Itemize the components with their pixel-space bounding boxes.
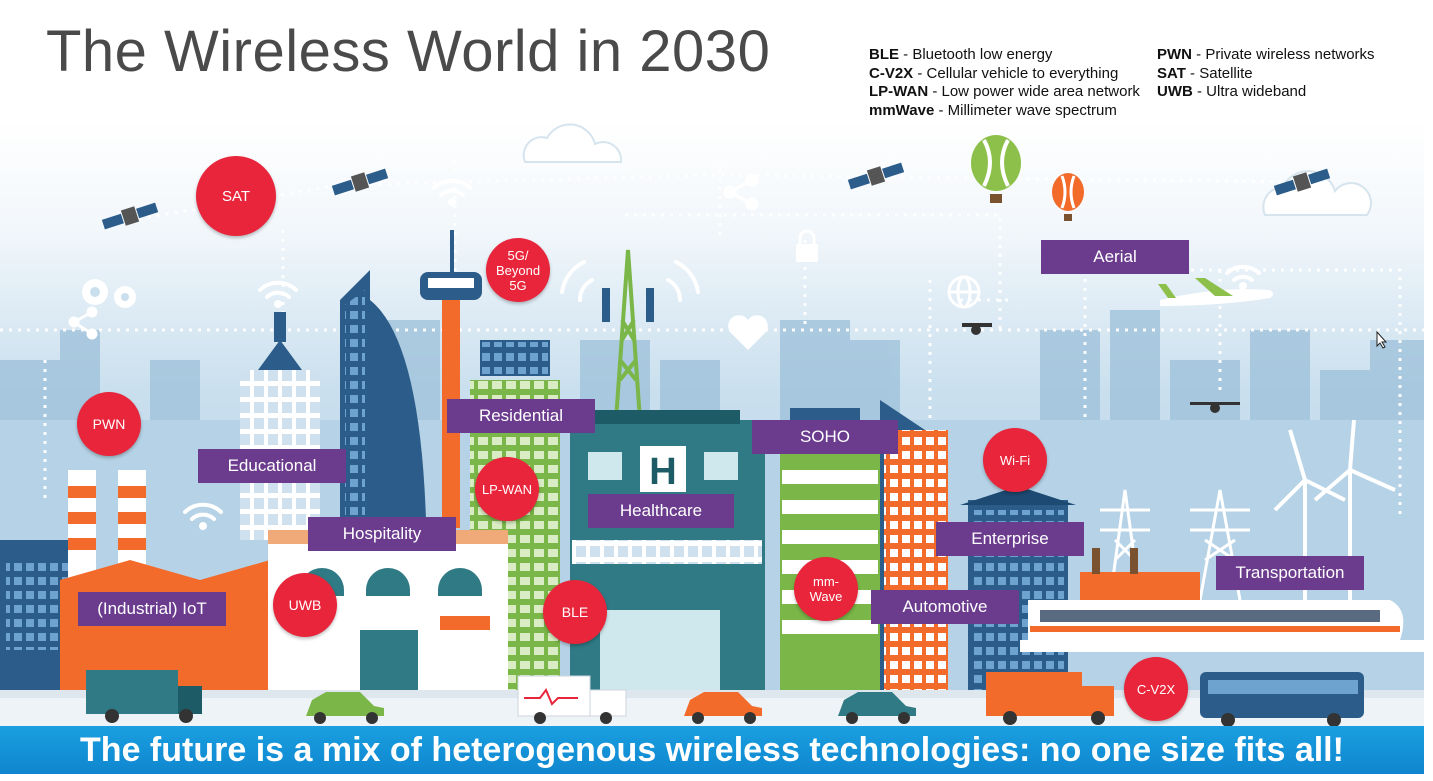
car-icon	[306, 692, 916, 724]
bubble-5g: 5G/Beyond 5G	[486, 238, 550, 302]
cell-tower-icon	[602, 249, 654, 421]
legend-item: PWN - Private wireless networks	[1157, 46, 1375, 63]
label-educational: Educational	[198, 449, 346, 483]
airplane-icon	[1158, 278, 1273, 306]
label-healthcare: Healthcare	[588, 494, 734, 528]
label-soho: SOHO	[752, 420, 898, 454]
legend-right: PWN - Private wireless networks SAT - Sa…	[1157, 46, 1375, 102]
train-icon	[1020, 548, 1424, 652]
bubble-sat: SAT	[196, 156, 276, 236]
legend-item: LP-WAN - Low power wide area network	[869, 83, 1140, 100]
share-icon	[68, 173, 759, 340]
satellite-icon	[101, 162, 1331, 230]
label-aerial: Aerial	[1041, 240, 1189, 274]
bubble-cv2x: C-V2X	[1124, 657, 1188, 721]
label-automotive: Automotive	[871, 590, 1019, 624]
bubble-mmwave: mm- Wave	[794, 557, 858, 621]
bus-icon	[1200, 672, 1364, 727]
heart-icon	[728, 315, 768, 350]
legend-item: SAT - Satellite	[1157, 64, 1253, 82]
page-title: The Wireless World in 2030	[46, 19, 771, 84]
drone-icon	[962, 323, 1240, 413]
truck-icon	[86, 670, 1114, 725]
label-enterprise: Enterprise	[936, 522, 1084, 556]
bubble-ble: BLE	[543, 580, 607, 644]
bubble-uwb: UWB	[273, 573, 337, 637]
cursor-icon	[1376, 331, 1388, 349]
hot-air-balloon-icon	[971, 135, 1084, 221]
bubble-wifi: Wi-Fi	[983, 428, 1047, 492]
bubble-pwn: PWN	[77, 392, 141, 456]
legend-item: UWB - Ultra wideband	[1157, 83, 1307, 100]
legend-item: C-V2X - Cellular vehicle to everything	[869, 64, 1119, 82]
wind-turbine-icon	[1273, 419, 1396, 620]
label-residential: Residential	[447, 399, 595, 433]
lock-icon	[796, 229, 818, 262]
label-transportation: Transportation	[1216, 556, 1364, 590]
globe-icon	[947, 275, 981, 309]
ambulance-icon	[517, 675, 627, 724]
svg-text:H: H	[649, 451, 676, 493]
label-hospitality: Hospitality	[308, 517, 456, 551]
legend-item: mmWave - Millimeter wave spectrum	[869, 101, 1117, 119]
legend-item: BLE - Bluetooth low energy	[869, 46, 1053, 63]
banner-tagline: The future is a mix of heterogenous wire…	[0, 726, 1424, 774]
label-industrial-iot: (Industrial) IoT	[78, 592, 226, 626]
bubble-lpwan: LP-WAN	[475, 457, 539, 521]
gear-icon	[82, 279, 136, 308]
legend-left: BLE - Bluetooth low energy C-V2X - Cellu…	[869, 46, 1140, 120]
power-pylon-icon	[1100, 489, 1250, 601]
